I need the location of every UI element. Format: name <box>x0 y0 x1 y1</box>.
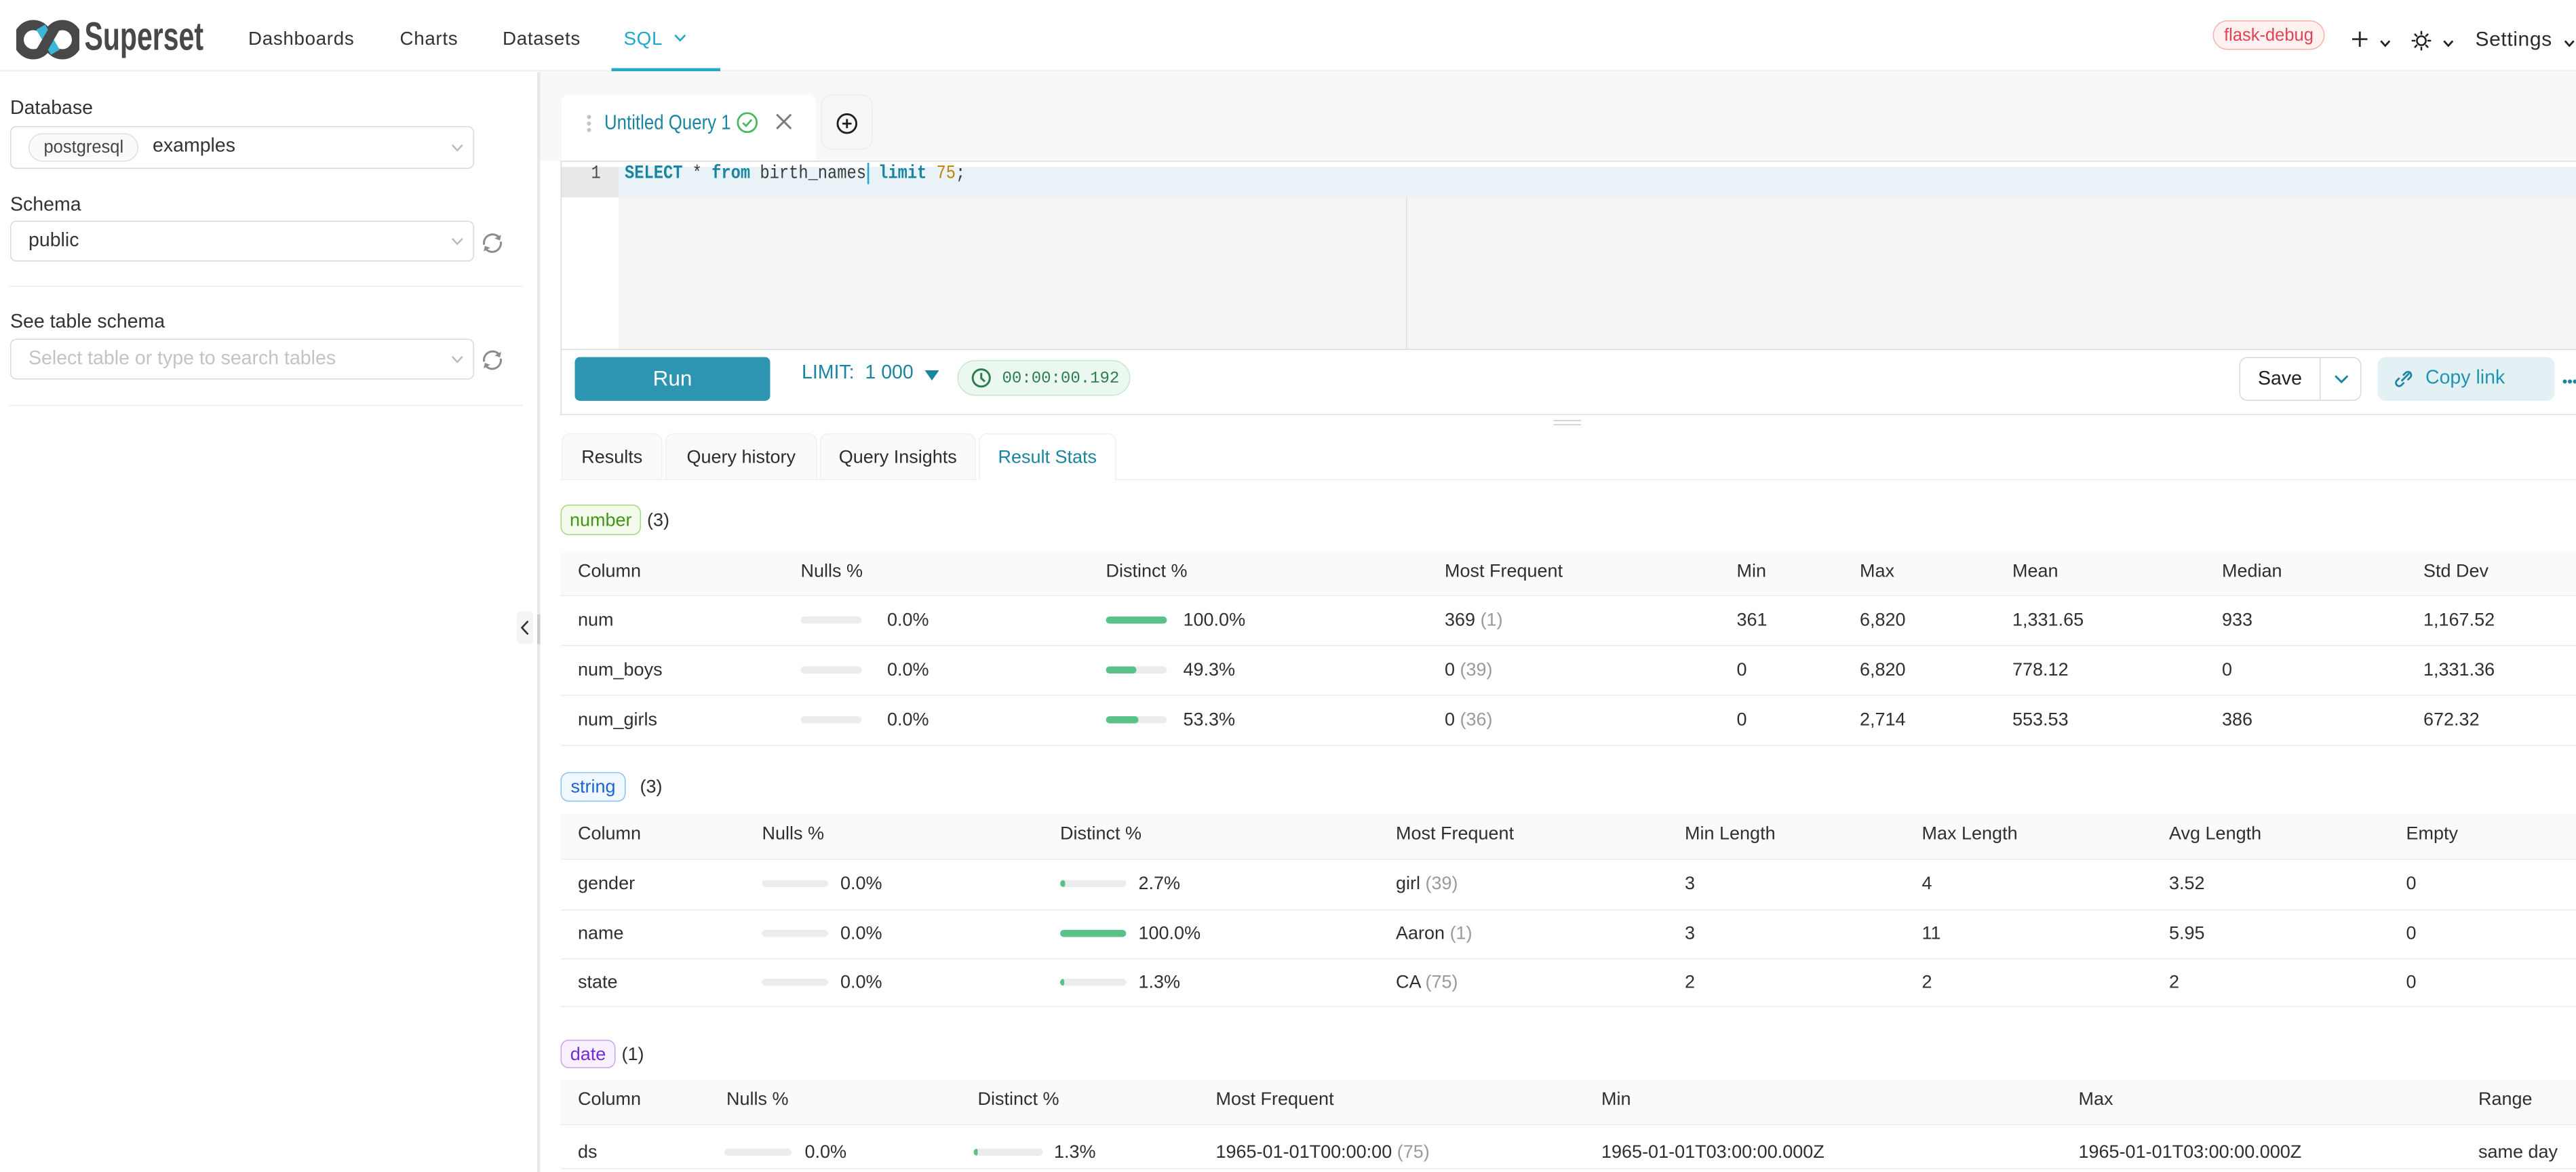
svg-text:Superset: Superset <box>85 18 204 59</box>
